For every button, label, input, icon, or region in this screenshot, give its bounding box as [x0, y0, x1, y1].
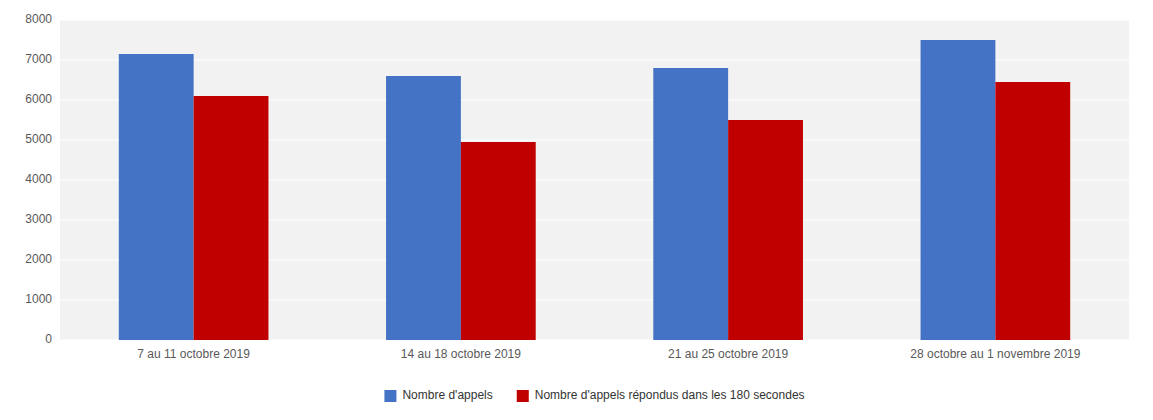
x-axis: 7 au 11 octobre 2019 14 au 18 octobre 201… [137, 347, 1080, 361]
y-tick-label: 5000 [25, 132, 52, 146]
bar [386, 76, 461, 340]
y-tick-label: 0 [45, 332, 52, 346]
y-tick-label: 8000 [25, 12, 52, 26]
legend-item: Nombre d'appels répondus dans les 180 se… [517, 388, 805, 402]
legend: Nombre d'appels Nombre d'appels répondus … [384, 388, 804, 402]
bar [194, 96, 269, 340]
bar [995, 82, 1070, 340]
legend-label: Nombre d'appels [402, 388, 492, 402]
y-tick-label: 6000 [25, 92, 52, 106]
plot-background [60, 20, 1129, 340]
chart-container: 0 1000 2000 3000 4000 5000 6000 7000 8000 7 au 11… [0, 0, 1153, 420]
grid [60, 20, 1129, 340]
bar [461, 142, 536, 340]
y-tick-label: 2000 [25, 252, 52, 266]
grid-line [60, 20, 1129, 21]
bar [728, 120, 803, 340]
y-tick-label: 1000 [25, 292, 52, 306]
y-axis: 0 1000 2000 3000 4000 5000 6000 7000 8000 [25, 12, 52, 346]
legend-label: Nombre d'appels répondus dans les 180 se… [535, 388, 805, 402]
y-tick-label: 3000 [25, 212, 52, 226]
bar [921, 40, 996, 340]
x-tick-label: 7 au 11 octobre 2019 [137, 347, 250, 361]
x-tick-label: 14 au 18 octobre 2019 [401, 347, 521, 361]
bar [119, 54, 194, 340]
y-tick-label: 7000 [25, 52, 52, 66]
legend-swatch [384, 390, 396, 402]
legend-item: Nombre d'appels [384, 388, 492, 402]
series [194, 82, 1071, 340]
legend-swatch [517, 390, 529, 402]
series [119, 40, 996, 340]
x-tick-label: 21 au 25 octobre 2019 [668, 347, 788, 361]
x-tick-label: 28 octobre au 1 novembre 2019 [910, 347, 1080, 361]
bars [119, 40, 1070, 340]
bar [653, 68, 728, 340]
chart-svg: 0 1000 2000 3000 4000 5000 6000 7000 8000 7 au 11… [0, 0, 1153, 420]
y-tick-label: 4000 [25, 172, 52, 186]
